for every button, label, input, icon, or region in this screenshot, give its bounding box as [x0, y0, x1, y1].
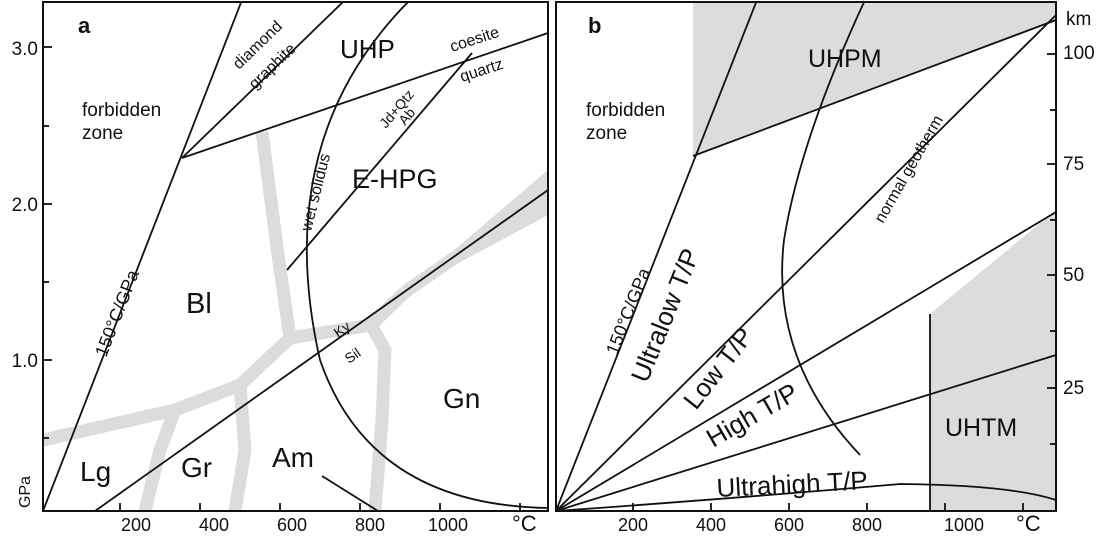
bl-label: Bl [186, 288, 212, 320]
ray-high-ultrahigh [556, 354, 1056, 511]
x-tick-800: 800 [355, 515, 385, 535]
y-axis-unit: GPa [17, 476, 34, 508]
ehpg-label: E-HPG [352, 164, 438, 194]
panel-a-plot [43, 2, 548, 511]
b-x-tick-600: 600 [774, 515, 804, 535]
x-axis-unit: °C [512, 511, 537, 536]
panel-b-frame [555, 1, 1057, 512]
normal-geotherm-curve [781, 2, 866, 456]
ky-sil-line [94, 189, 548, 511]
uhp-label: UHP [340, 34, 395, 64]
b-x-tick-800: 800 [852, 515, 882, 535]
b-x-tick-1000: 1000 [944, 515, 984, 535]
uhtm-label: UHTM [945, 414, 1017, 442]
sil-label: Sil [342, 344, 364, 366]
gn-label: Gn [443, 383, 480, 414]
km-tick-25: 25 [1063, 378, 1084, 399]
lg-gr-band [138, 407, 182, 511]
ultrahigh-tp-label: Ultrahigh T/P [716, 465, 869, 503]
panel-a-lines [43, 2, 548, 511]
km-tick-100: 100 [1063, 43, 1095, 64]
panel-b-ticks [632, 53, 1056, 511]
km-tick-75: 75 [1063, 154, 1084, 175]
x-tick-400: 400 [199, 515, 229, 535]
panel-b-plot [556, 2, 1056, 511]
am-lower-line [321, 475, 379, 511]
gradient-150-line-b [556, 2, 758, 511]
panel-a-frame [42, 1, 549, 512]
lg-label: Lg [80, 456, 111, 487]
b-x-axis-unit: °C [1016, 511, 1041, 536]
uhpm-label: UHPM [808, 45, 882, 73]
uhpm-region [693, 2, 1056, 156]
y-tick-2: 2.0 [12, 195, 38, 216]
bl-ehpg-band [255, 131, 297, 339]
km-tick-50: 50 [1063, 265, 1084, 286]
b-x-tick-400: 400 [696, 515, 726, 535]
panel-a: 3.0 2.0 1.0 GPa 200 400 600 800 1000 °C … [12, 1, 549, 536]
am-gn-band [365, 321, 392, 511]
panel-a-letter: a [78, 13, 91, 38]
panel-a-ticks [43, 46, 521, 511]
b-forbidden-zone-label-1: forbidden [586, 100, 665, 121]
forbidden-zone-label-1: forbidden [82, 100, 161, 121]
panel-b-lines [556, 2, 1056, 511]
y-tick-1: 1.0 [12, 351, 38, 372]
gradient-150-label-a: 150°C/GPa [91, 266, 143, 359]
km-unit: km [1066, 9, 1091, 30]
y-tick-3: 3.0 [12, 39, 38, 60]
x-tick-600: 600 [277, 515, 307, 535]
bl-gr-band [43, 333, 295, 447]
ray-ultrahigh-lower [556, 483, 1056, 511]
x-tick-200: 200 [121, 515, 151, 535]
diamond-graphite-line [181, 2, 345, 159]
ray-ultralow-low [556, 14, 1056, 511]
coesite-quartz-line [181, 32, 548, 159]
panel-b: 200 400 600 800 1000 °C km 100 75 50 25 … [555, 1, 1095, 536]
ray-low-high [556, 211, 1056, 511]
b-forbidden-zone-label-2: zone [586, 123, 627, 144]
normal-geotherm-label: normal geotherm [872, 113, 947, 226]
gr-am-band [228, 384, 252, 511]
wet-solidus-curve [306, 2, 548, 509]
ky-label: Ky [331, 318, 354, 340]
jd-qtz-ab-line [286, 52, 473, 271]
am-label: Am [272, 442, 314, 473]
x-tick-1000: 1000 [428, 515, 468, 535]
gradient-150-line [43, 2, 243, 511]
panel-b-letter: b [588, 13, 601, 38]
gr-label: Gr [181, 452, 212, 483]
uhtm-region [930, 210, 1056, 511]
b-x-tick-200: 200 [618, 515, 648, 535]
upper-right-shade [405, 170, 548, 292]
uhpm-boundary [692, 19, 1056, 157]
forbidden-zone-label-2: zone [82, 123, 123, 144]
